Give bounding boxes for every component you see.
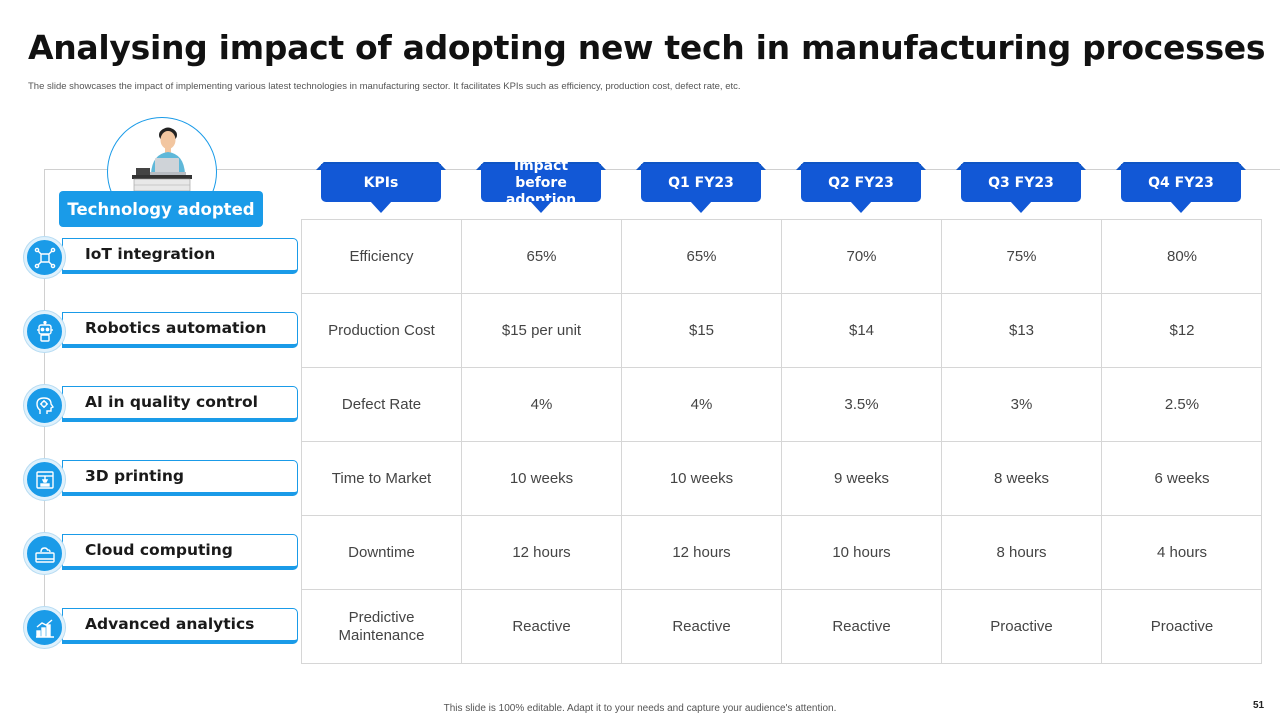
table-cell: 10 hours [782,516,942,590]
tech-item-label: Cloud computing [85,541,233,559]
tech-item-label: AI in quality control [85,393,258,411]
column-header-label: Q3 FY23 [961,164,1081,202]
tech-item-robotics: Robotics automation [24,311,298,352]
tech-item-label: IoT integration [85,245,216,263]
robot-icon [24,311,65,352]
technology-adopted-header: Technology adopted [59,191,263,227]
table-cell: Downtime [302,516,462,590]
table-cell: 65% [462,220,622,294]
table-cell: 2.5% [1102,368,1262,442]
table-cell: Defect Rate [302,368,462,442]
table-cell: 12 hours [462,516,622,590]
page-number: 51 [1253,700,1265,711]
tech-item-label: Advanced analytics [85,615,255,633]
table-cell: 10 weeks [622,442,782,516]
column-header-label: Q1 FY23 [641,164,761,202]
tech-item-iot: IoT integration [24,237,298,278]
kpi-table: Efficiency 65% 65% 70% 75% 80% Productio… [301,219,1262,664]
table-cell: 8 hours [942,516,1102,590]
tech-item-label: 3D printing [85,467,184,485]
table-cell: Reactive [782,590,942,663]
column-header-q3: Q3 FY23 [956,162,1086,214]
table-cell: 4% [622,368,782,442]
table-cell: Predictive Maintenance [302,590,462,663]
table-cell: $15 per unit [462,294,622,368]
table-cell: 6 weeks [1102,442,1262,516]
table-cell: 65% [622,220,782,294]
table-cell: $14 [782,294,942,368]
slide-title: Analysing impact of adopting new tech in… [28,28,1266,67]
table-cell: Time to Market [302,442,462,516]
column-header-q1: Q1 FY23 [636,162,766,214]
analytics-icon [24,607,65,648]
table-cell: 9 weeks [782,442,942,516]
table-cell: 70% [782,220,942,294]
tech-item-cloud: Cloud computing [24,533,298,574]
tech-item-analytics: Advanced analytics [24,607,298,648]
tech-item-bar [62,460,298,496]
table-cell: 3.5% [782,368,942,442]
iot-icon [24,237,65,278]
table-cell: Reactive [462,590,622,663]
table-cell: 12 hours [622,516,782,590]
cloud-icon [24,533,65,574]
table-cell: 75% [942,220,1102,294]
table-cell: 4 hours [1102,516,1262,590]
footer-note: This slide is 100% editable. Adapt it to… [443,703,837,714]
column-header-label: Q4 FY23 [1121,164,1241,202]
table-cell: $13 [942,294,1102,368]
column-header-label: KPIs [321,164,441,202]
table-cell: Proactive [1150,617,1214,635]
table-cell: 80% [1102,220,1262,294]
table-cell: Reactive [622,590,782,663]
column-header-q4: Q4 FY23 [1116,162,1246,214]
table-cell: Efficiency [302,220,462,294]
table-cell: $12 [1102,294,1262,368]
tech-item-3d-printing: 3D printing [24,459,298,500]
tech-item-label: Robotics automation [85,319,267,337]
column-header-label: Q2 FY23 [801,164,921,202]
table-cell: Proactive [942,590,1102,663]
table-cell: 4% [462,368,622,442]
tech-item-bar [62,386,298,422]
table-cell: 3% [942,368,1102,442]
column-header-label: Impact before adoption [481,158,601,208]
slide-subtitle: The slide showcases the impact of implem… [28,81,741,92]
ai-head-icon [24,385,65,426]
table-cell: 8 weeks [942,442,1102,516]
table-cell: Production Cost [302,294,462,368]
column-header-kpis: KPIs [316,162,446,214]
tech-item-ai-quality: AI in quality control [24,385,298,426]
column-header-impact-before: Impact before adoption [476,158,606,214]
tech-item-bar [62,608,298,644]
tech-item-bar [62,534,298,570]
column-header-q2: Q2 FY23 [796,162,926,214]
table-cell: $15 [622,294,782,368]
printer-3d-icon [24,459,65,500]
table-cell: 10 weeks [462,442,622,516]
